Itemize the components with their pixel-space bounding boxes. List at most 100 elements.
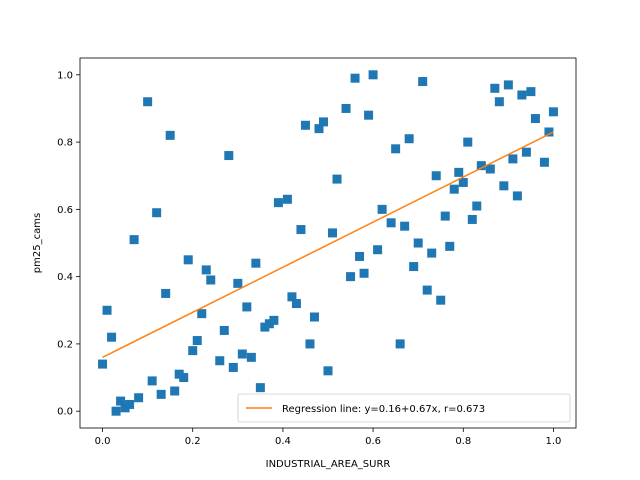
data-point <box>161 288 171 298</box>
data-point <box>224 151 234 161</box>
data-point <box>418 77 428 87</box>
data-point <box>364 110 374 120</box>
data-point <box>368 70 378 80</box>
data-point <box>341 103 351 113</box>
data-point <box>422 285 432 295</box>
y-tick-label: 0.8 <box>57 138 73 149</box>
data-point <box>436 295 446 305</box>
data-point <box>548 107 558 117</box>
data-point <box>463 137 473 147</box>
data-point <box>206 275 216 285</box>
data-point <box>120 403 130 413</box>
data-point <box>454 167 464 177</box>
x-tick-label: 0.8 <box>455 436 471 447</box>
data-point <box>391 144 401 154</box>
y-tick-label: 0.6 <box>57 205 73 216</box>
data-point <box>116 396 126 406</box>
data-point <box>219 325 229 335</box>
data-point <box>530 114 540 124</box>
data-point <box>188 346 198 356</box>
plot-frame <box>79 57 577 429</box>
data-point <box>98 359 108 369</box>
y-axis-ticks: 0.0 0.2 0.4 0.6 0.8 1.0 <box>57 70 80 418</box>
data-point <box>273 198 283 208</box>
data-point <box>476 161 486 171</box>
data-point <box>305 339 315 349</box>
data-point <box>165 130 175 140</box>
data-point <box>269 315 279 325</box>
data-point <box>170 386 180 396</box>
data-point <box>512 191 522 201</box>
data-point <box>328 228 338 238</box>
data-point <box>192 336 202 346</box>
data-point <box>346 272 356 282</box>
x-axis-label: INDUSTRIAL_AREA_SURR <box>266 459 391 470</box>
x-tick-label: 1.0 <box>546 436 562 447</box>
data-point <box>526 87 536 97</box>
data-point <box>251 258 261 268</box>
data-point <box>255 383 265 393</box>
regression-line <box>102 131 554 359</box>
data-point <box>147 376 157 386</box>
data-point <box>201 265 211 275</box>
legend-box <box>237 393 571 423</box>
data-point <box>260 322 270 332</box>
data-point <box>107 332 117 342</box>
data-point <box>129 235 139 245</box>
legend: Regression line: y=0.16+0.67x, r=0.673 <box>237 393 571 423</box>
data-point <box>521 147 531 157</box>
legend-label: Regression line: y=0.16+0.67x, r=0.673 <box>282 404 485 415</box>
data-points <box>98 70 558 416</box>
data-point <box>228 362 238 372</box>
data-point <box>102 305 112 315</box>
data-point <box>314 124 324 134</box>
data-point <box>458 177 468 187</box>
data-point <box>377 204 387 214</box>
data-point <box>111 406 121 416</box>
data-point <box>332 174 342 184</box>
data-point <box>318 117 328 127</box>
data-point <box>296 225 306 235</box>
data-point <box>152 208 162 218</box>
y-tick-label: 1.0 <box>57 70 73 81</box>
data-point <box>508 154 518 164</box>
data-point <box>233 278 243 288</box>
data-point <box>134 393 144 403</box>
y-tick-label: 0.0 <box>57 407 73 418</box>
data-point <box>242 302 252 312</box>
data-point <box>287 292 297 302</box>
data-point <box>174 369 184 379</box>
data-point <box>490 83 500 93</box>
data-point <box>427 248 437 258</box>
x-tick-label: 0.4 <box>275 436 291 447</box>
x-tick-label: 0.2 <box>185 436 201 447</box>
data-point <box>472 201 482 211</box>
data-point <box>449 184 459 194</box>
data-point <box>485 164 495 174</box>
data-point <box>179 373 189 383</box>
y-axis-label: pm25_cams <box>32 213 43 273</box>
data-point <box>156 389 166 399</box>
data-point <box>237 349 247 359</box>
data-point <box>350 73 360 83</box>
x-tick-label: 0.6 <box>365 436 381 447</box>
data-point <box>544 127 554 137</box>
data-point <box>494 97 504 107</box>
data-point <box>197 309 207 319</box>
data-point <box>355 251 365 261</box>
data-point <box>282 194 292 204</box>
data-point <box>300 120 310 130</box>
data-point <box>517 90 527 100</box>
data-point <box>309 312 319 322</box>
data-point <box>413 238 423 248</box>
data-point <box>373 245 383 255</box>
data-point <box>499 181 509 191</box>
data-point <box>404 134 414 144</box>
data-point <box>440 211 450 221</box>
data-point <box>183 255 193 265</box>
data-point <box>125 399 135 409</box>
data-point <box>395 339 405 349</box>
data-point <box>409 262 419 272</box>
data-point <box>323 366 333 376</box>
